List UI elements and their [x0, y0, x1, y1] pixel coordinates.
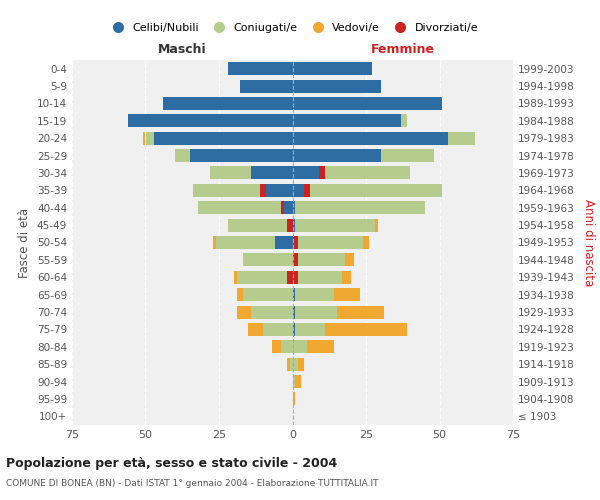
Bar: [239, 80, 293, 92]
Bar: [293, 132, 448, 144]
Bar: [304, 184, 442, 197]
Bar: [293, 114, 401, 128]
Bar: [295, 218, 375, 232]
Bar: [293, 254, 298, 266]
Bar: [293, 358, 298, 370]
Bar: [334, 288, 360, 301]
Bar: [190, 149, 293, 162]
Bar: [293, 97, 442, 110]
Bar: [210, 166, 251, 179]
Bar: [325, 323, 407, 336]
Text: Popolazione per età, sesso e stato civile - 2004: Popolazione per età, sesso e stato civil…: [6, 458, 337, 470]
Bar: [381, 149, 434, 162]
Bar: [234, 270, 236, 284]
Bar: [295, 306, 337, 318]
Bar: [242, 288, 293, 301]
Bar: [304, 184, 310, 197]
Bar: [343, 270, 352, 284]
Bar: [248, 323, 263, 336]
Bar: [251, 306, 293, 318]
Bar: [275, 236, 293, 249]
Bar: [293, 254, 346, 266]
Bar: [216, 236, 275, 249]
Bar: [293, 306, 295, 318]
Bar: [307, 340, 334, 353]
Bar: [281, 340, 293, 353]
Bar: [175, 149, 190, 162]
Bar: [287, 358, 290, 370]
Bar: [154, 132, 293, 144]
Bar: [284, 201, 293, 214]
Bar: [272, 340, 281, 353]
Bar: [266, 184, 293, 197]
Bar: [293, 80, 381, 92]
Bar: [263, 323, 293, 336]
Y-axis label: Fasce di età: Fasce di età: [19, 208, 31, 278]
Bar: [242, 254, 293, 266]
Bar: [287, 218, 293, 232]
Bar: [163, 97, 293, 110]
Bar: [213, 236, 216, 249]
Bar: [448, 132, 475, 144]
Bar: [260, 184, 266, 197]
Bar: [199, 201, 284, 214]
Bar: [295, 201, 425, 214]
Bar: [251, 166, 293, 179]
Bar: [290, 358, 293, 370]
Bar: [293, 392, 295, 406]
Bar: [293, 323, 295, 336]
Bar: [293, 166, 319, 179]
Bar: [193, 184, 266, 197]
Bar: [228, 218, 293, 232]
Bar: [295, 288, 334, 301]
Bar: [319, 166, 325, 179]
Bar: [375, 218, 378, 232]
Legend: Celibi/Nubili, Coniugati/e, Vedovi/e, Divorziati/e: Celibi/Nubili, Coniugati/e, Vedovi/e, Di…: [103, 18, 482, 37]
Text: Femmine: Femmine: [371, 42, 435, 56]
Bar: [293, 270, 343, 284]
Bar: [295, 375, 301, 388]
Bar: [287, 270, 293, 284]
Bar: [363, 236, 369, 249]
Bar: [293, 184, 304, 197]
Bar: [337, 306, 383, 318]
Bar: [143, 132, 145, 144]
Bar: [293, 236, 298, 249]
Bar: [293, 236, 363, 249]
Bar: [319, 166, 410, 179]
Bar: [293, 340, 307, 353]
Bar: [281, 201, 284, 214]
Bar: [293, 288, 295, 301]
Bar: [293, 201, 295, 214]
Bar: [298, 358, 304, 370]
Bar: [128, 114, 293, 128]
Bar: [228, 62, 293, 75]
Bar: [236, 270, 293, 284]
Bar: [236, 306, 251, 318]
Y-axis label: Anni di nascita: Anni di nascita: [581, 199, 595, 286]
Text: Maschi: Maschi: [158, 42, 206, 56]
Bar: [295, 323, 325, 336]
Bar: [346, 254, 354, 266]
Bar: [146, 132, 154, 144]
Bar: [293, 149, 381, 162]
Bar: [293, 375, 295, 388]
Bar: [401, 114, 407, 128]
Bar: [293, 62, 372, 75]
Text: COMUNE DI BONEA (BN) - Dati ISTAT 1° gennaio 2004 - Elaborazione TUTTITALIA.IT: COMUNE DI BONEA (BN) - Dati ISTAT 1° gen…: [6, 479, 379, 488]
Bar: [293, 218, 295, 232]
Bar: [293, 270, 298, 284]
Bar: [236, 288, 242, 301]
